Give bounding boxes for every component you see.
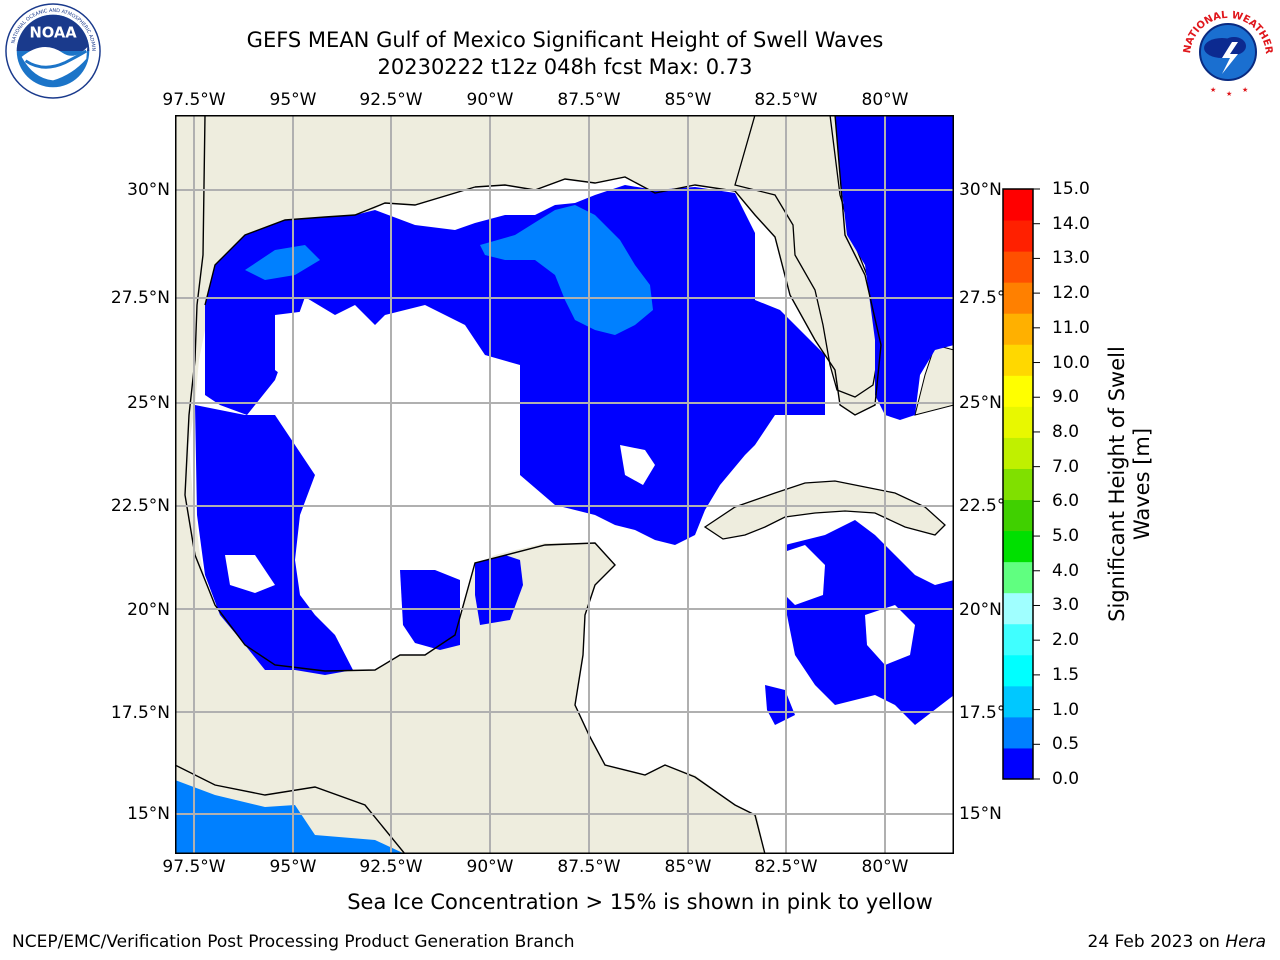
mexico-land (175, 115, 765, 854)
colorbar-tick-label: 12.0 (1052, 283, 1090, 304)
lon-label-bottom: 92.5°W (359, 857, 423, 877)
lon-label-bottom: 82.5°W (754, 857, 818, 877)
lon-label-top: 90°W (466, 90, 514, 110)
lon-label-top: 87.5°W (557, 90, 621, 110)
sea-ice-caption: Sea Ice Concentration > 15% is shown in … (347, 890, 933, 914)
coastlines (175, 115, 882, 854)
lon-label-top: 85°W (664, 90, 712, 110)
colorbar (1002, 188, 1040, 780)
lon-label-top: 80°W (861, 90, 909, 110)
colorbar-tick-label: 13.0 (1052, 248, 1090, 269)
colorbar-label: Significant Height of Swell Waves [m] (1105, 346, 1154, 622)
colorbar-tick-label: 1.0 (1052, 699, 1080, 720)
colorbar-tick-label: 2.0 (1052, 630, 1080, 651)
colorbar-tick-label: 11.0 (1052, 317, 1090, 338)
svg-text:★: ★ (1210, 86, 1216, 94)
lat-label-left: 25°N (127, 393, 170, 413)
lon-label-top: 92.5°W (359, 90, 423, 110)
lat-label-right: 30°N (959, 180, 1002, 200)
svg-text:★: ★ (1242, 86, 1248, 94)
lon-label-bottom: 80°W (861, 857, 909, 877)
swell-0.5-1.0m (175, 205, 653, 854)
colorbar-segment (1003, 499, 1033, 532)
svg-text:★: ★ (1226, 90, 1232, 98)
colorbar-tick-label: 9.0 (1052, 387, 1080, 408)
lat-label-right: 15°N (959, 804, 1002, 824)
colorbar-tick-label: 6.0 (1052, 491, 1080, 512)
lon-label-top: 82.5°W (754, 90, 818, 110)
colorbar-segment (1003, 561, 1033, 594)
colorbar-segment (1003, 313, 1033, 345)
lat-label-left: 22.5°N (110, 496, 170, 516)
noaa-logo-text: NOAA (29, 24, 77, 41)
lon-label-bottom: 90°W (466, 857, 514, 877)
lon-label-bottom: 85°W (664, 857, 712, 877)
colorbar-tick-label: 3.0 (1052, 595, 1080, 616)
colorbar-segment (1003, 685, 1033, 718)
lon-label-bottom: 87.5°W (557, 857, 621, 877)
lon-label-bottom: 97.5°W (162, 857, 226, 877)
swell-0-0.5m (195, 115, 954, 725)
colorbar-tick-label: 0.0 (1052, 769, 1080, 789)
colorbar-segment (1003, 344, 1033, 376)
title-line-2: 20230222 t12z 048h fcst Max: 0.73 (377, 55, 753, 79)
colorbar-segment (1003, 716, 1033, 749)
colorbar-segment (1003, 406, 1033, 438)
title-line-1: GEFS MEAN Gulf of Mexico Significant Hei… (246, 28, 884, 52)
colorbar-segment (1003, 623, 1033, 656)
colorbar-segment (1003, 251, 1033, 283)
colorbar-tick-label: 15.0 (1052, 179, 1090, 199)
colorbar-segment (1003, 282, 1033, 314)
lat-label-left: 20°N (127, 600, 170, 620)
lon-label-top: 95°W (269, 90, 317, 110)
colorbar-tick-label: 4.0 (1052, 560, 1080, 581)
footer-date-text: 24 Feb 2023 on (1087, 932, 1226, 952)
colorbar-segment (1003, 592, 1033, 625)
colorbar-tick-label: 0.5 (1052, 734, 1080, 755)
lat-label-left: 17.5°N (110, 703, 170, 723)
gulf-of-mexico-swell-map (175, 115, 954, 854)
lat-label-left: 15°N (127, 804, 170, 824)
lon-label-top: 97.5°W (162, 90, 226, 110)
colorbar-segment (1003, 654, 1033, 687)
noaa-logo: NOAA NATIONAL OCEANIC AND ATMOSPHERIC AD… (4, 2, 101, 99)
colorbar-segment (1003, 530, 1033, 563)
colorbar-segment (1003, 375, 1033, 407)
lat-label-left: 27.5°N (110, 288, 170, 308)
colorbar-tick-label: 5.0 (1052, 526, 1080, 547)
lon-label-bottom: 95°W (269, 857, 317, 877)
footer-machine: Hera (1225, 932, 1266, 952)
colorbar-tick-label: 14.0 (1052, 213, 1090, 234)
colorbar-tick-label: 8.0 (1052, 421, 1080, 442)
lat-label-left: 30°N (127, 180, 170, 200)
colorbar-tick-label: 10.0 (1052, 352, 1090, 373)
colorbar-tick-label: 7.0 (1052, 456, 1080, 477)
map-frame (175, 115, 954, 854)
colorbar-tick-label: 1.5 (1052, 664, 1080, 685)
colorbar-segment (1003, 468, 1033, 501)
colorbar-segment (1003, 437, 1033, 469)
gridlines (175, 115, 954, 854)
national-weather-service-logo: NATIONAL WEATHER SERVICE ★ ★ ★ (1176, 2, 1274, 98)
colorbar-segment (1003, 747, 1033, 780)
footer-branch: NCEP/EMC/Verification Post Processing Pr… (12, 932, 575, 952)
lat-label-right: 20°N (959, 600, 1002, 620)
colorbar-segment (1003, 220, 1033, 252)
florida-land (734, 115, 882, 398)
colorbar-segment (1003, 189, 1033, 221)
footer-date: 24 Feb 2023 on Hera (1088, 932, 1266, 952)
lat-label-right: 25°N (959, 393, 1002, 413)
